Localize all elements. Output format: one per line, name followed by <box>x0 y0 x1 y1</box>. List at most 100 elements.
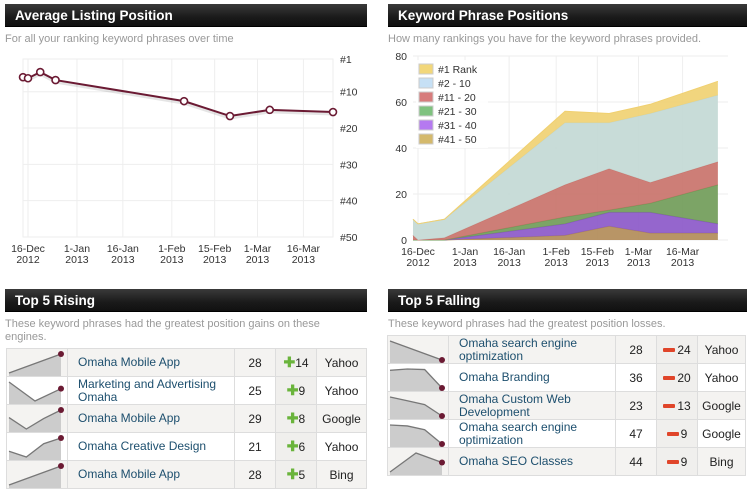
table-row[interactable]: Omaha search engine optimization 28 24 Yaho… <box>387 335 746 364</box>
x-tick-label: 2012 <box>16 254 40 266</box>
area-edge <box>412 80 719 225</box>
keyword-phrase[interactable]: Omaha search engine optimization <box>448 419 616 448</box>
rising-table: Omaha Mobile App 28 ✚14 Yahoo Marketing and … <box>6 348 367 489</box>
panel-subtitle: These keyword phrases had the greatest p… <box>388 318 666 330</box>
table-row[interactable]: Omaha Branding 36 20 Yahoo <box>387 363 746 392</box>
minus-icon <box>663 404 676 409</box>
data-point <box>35 67 45 77</box>
keyword-positions-panel: Keyword Phrase Positions How many rankin… <box>388 4 747 46</box>
position-change: ✚9 <box>275 376 317 405</box>
change-value: 20 <box>677 370 691 385</box>
sparkline-line <box>8 464 62 486</box>
sparkline-endpoint <box>58 462 64 469</box>
x-tick-label: 2013 <box>246 254 270 266</box>
position-change: ✚8 <box>275 404 317 433</box>
sparkline-area <box>390 424 442 447</box>
panel-title: Top 5 Falling <box>388 289 747 312</box>
x-tick-label: 2013 <box>586 257 610 269</box>
x-tick-label: 1-Mar <box>625 246 653 258</box>
current-rank: 28 <box>234 348 276 377</box>
panel-subtitle: How many rankings you have for the keywo… <box>388 33 702 45</box>
falling-table: Omaha search engine optimization 28 24 Yaho… <box>387 335 746 476</box>
current-rank: 28 <box>234 460 276 489</box>
data-point <box>51 75 60 85</box>
change-value: 9 <box>298 384 306 398</box>
data-point <box>179 96 189 106</box>
table-row[interactable]: Omaha Mobile App 28 ✚14 Yahoo <box>6 348 367 377</box>
keyword-phrase[interactable]: Omaha Mobile App <box>67 404 235 433</box>
sparkline-line <box>389 395 443 417</box>
y-tick-label: #50 <box>340 232 358 244</box>
plus-icon: ✚ <box>286 466 299 482</box>
trend-cell <box>6 404 68 433</box>
search-engine: Bing <box>697 447 746 476</box>
sparkline-area <box>9 353 61 376</box>
table-row[interactable]: Omaha Creative Design 21 ✚6 Yahoo <box>6 432 367 461</box>
legend-swatch <box>418 91 434 103</box>
table-row[interactable]: Omaha SEO Classes 44 9 Bing <box>387 447 746 476</box>
avg-position-chart: #1#10#20#30#40#5016-Dec20121-Jan201316-J… <box>11 54 358 266</box>
keyword-phrase[interactable]: Omaha Custom Web Development <box>448 391 616 420</box>
rising-panel: Top 5 Rising These keyword phrases had t… <box>5 289 367 344</box>
sparkline-line <box>8 408 62 430</box>
current-rank: 44 <box>615 447 657 476</box>
y-tick-label: 0 <box>401 235 407 247</box>
x-tick-label: 16-Dec <box>401 246 435 258</box>
table-row[interactable]: Omaha Mobile App 29 ✚8 Google <box>6 404 367 433</box>
minus-icon <box>666 460 679 465</box>
x-tick-label: 2013 <box>292 254 316 266</box>
trend-cell <box>387 363 449 392</box>
sparkline-line <box>389 451 443 473</box>
plus-icon: ✚ <box>286 410 299 426</box>
x-tick-label: 16-Jan <box>107 243 139 255</box>
falling-panel: Top 5 Falling These keyword phrases had … <box>388 289 747 331</box>
area--1-rank <box>413 81 718 224</box>
table-row[interactable]: Omaha Custom Web Development 23 13 Google <box>387 391 746 420</box>
keyword-phrase[interactable]: Omaha Mobile App <box>67 460 235 489</box>
sparkline-line <box>8 352 62 374</box>
change-value: 6 <box>298 440 306 454</box>
legend-swatch <box>418 133 434 145</box>
x-tick-label: 16-Jan <box>493 246 525 258</box>
x-tick-label: 2013 <box>453 257 477 269</box>
search-engine: Google <box>316 404 367 433</box>
search-engine: Yahoo <box>697 335 746 364</box>
x-tick-label: 2013 <box>545 257 569 269</box>
trend-cell <box>387 335 449 364</box>
panel-title: Average Listing Position <box>5 4 367 27</box>
table-row[interactable]: Omaha Mobile App 28 ✚5 Bing <box>6 460 367 489</box>
table-row[interactable]: Omaha search engine optimization 47 9 Googl… <box>387 419 746 448</box>
position-change: 20 <box>656 363 698 392</box>
position-change: 24 <box>656 335 698 364</box>
sparkline-line <box>389 423 443 445</box>
keyword-phrase[interactable]: Omaha search engine optimization <box>448 335 616 364</box>
keyword-phrase[interactable]: Omaha Branding <box>448 363 616 392</box>
x-tick-label: 16-Dec <box>11 243 45 255</box>
trend-cell <box>6 460 68 489</box>
keyword-phrase[interactable]: Omaha Creative Design <box>67 432 235 461</box>
line-shadow <box>22 72 334 120</box>
keyword-phrase[interactable]: Marketing and Advertising Omaha <box>67 376 235 405</box>
x-tick-label: 16-Mar <box>666 246 700 258</box>
search-engine: Google <box>697 419 746 448</box>
trend-cell <box>387 391 449 420</box>
legend-swatch <box>418 63 434 75</box>
keyword-phrase[interactable]: Omaha Mobile App <box>67 348 235 377</box>
sparkline-line <box>389 367 443 388</box>
sparkline-endpoint <box>58 350 64 357</box>
keyword-phrase[interactable]: Omaha SEO Classes <box>448 447 616 476</box>
x-tick-label: 16-Mar <box>287 243 321 255</box>
keyword-positions-chart: 02040608016-Dec20121-Jan201316-Jan20131-… <box>395 51 728 269</box>
change-value: 9 <box>680 454 688 469</box>
table-row[interactable]: Marketing and Advertising Omaha 25 ✚9 Yahoo <box>6 376 367 405</box>
sparkline <box>8 350 64 376</box>
sparkline-area <box>9 437 61 460</box>
sparkline-line <box>389 339 443 361</box>
sparkline-line <box>8 436 62 458</box>
sparkline <box>389 395 445 419</box>
area--11-20 <box>413 161 718 240</box>
current-rank: 21 <box>234 432 276 461</box>
change-value: 5 <box>298 468 306 482</box>
area--41-50 <box>413 226 718 240</box>
y-tick-label: #10 <box>340 87 358 99</box>
